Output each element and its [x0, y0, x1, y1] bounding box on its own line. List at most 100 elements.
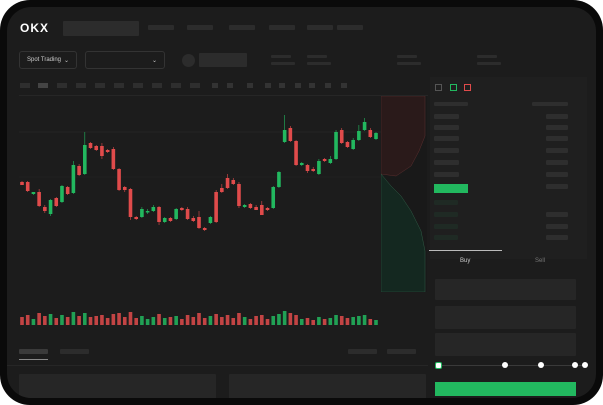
orderbook-header: [434, 102, 468, 106]
stat-label: [271, 55, 291, 58]
volume-bar: [277, 314, 281, 325]
volume-bar: [117, 313, 121, 325]
candle-body: [168, 218, 173, 221]
volume-bar: [294, 315, 298, 325]
drawing-tool-icon[interactable]: [309, 83, 315, 88]
volume-bar: [128, 312, 133, 325]
leverage-slider[interactable]: [439, 365, 587, 366]
filter-button[interactable]: [348, 349, 377, 354]
price-input[interactable]: [435, 279, 576, 300]
ask-row-price: [434, 114, 459, 119]
volume-bar: [197, 313, 201, 325]
card: [229, 374, 426, 398]
timeframe-button[interactable]: [114, 83, 124, 88]
bid-row-price: [434, 235, 458, 240]
slider-stop[interactable]: [582, 362, 588, 368]
buy-tab[interactable]: Buy: [460, 258, 471, 264]
drawing-tool-icon[interactable]: [325, 83, 331, 88]
volume-bar: [305, 318, 310, 325]
stat-label: [477, 55, 497, 58]
volume-bar: [71, 312, 76, 325]
chevron-down-icon: ⌄: [63, 57, 69, 64]
timeframe-button[interactable]: [190, 83, 200, 88]
tab-order-history[interactable]: [60, 349, 89, 354]
volume-bar: [282, 311, 287, 325]
nav-item[interactable]: [269, 25, 295, 30]
candle-body: [134, 217, 138, 219]
volume-bar: [260, 315, 264, 325]
bid-row-size: [546, 235, 568, 240]
volume-bar: [351, 317, 355, 325]
timeframe-button[interactable]: [38, 83, 48, 88]
slider-handle[interactable]: [435, 362, 442, 369]
drawing-tool-icon[interactable]: [341, 83, 347, 88]
tab-open-orders[interactable]: [19, 349, 48, 354]
candle-body: [202, 228, 207, 230]
timeframe-button[interactable]: [95, 83, 105, 88]
timeframe-button[interactable]: [133, 83, 143, 88]
candle-body: [151, 207, 156, 211]
pair-selector[interactable]: ⌄: [85, 51, 165, 69]
candle-body: [20, 182, 24, 185]
buy-button[interactable]: [435, 382, 576, 396]
filter-button[interactable]: [387, 349, 416, 354]
drawing-tool-icon[interactable]: [265, 83, 271, 88]
drawing-tool-icon[interactable]: [227, 83, 233, 88]
volume-bar: [180, 319, 184, 325]
drawing-tool-icon[interactable]: [212, 83, 218, 88]
volume-bar: [162, 318, 167, 325]
bid-row-price: [434, 212, 458, 217]
slider-stop[interactable]: [538, 362, 544, 368]
candle-body: [357, 131, 361, 140]
candle-body: [220, 188, 224, 192]
candle-body: [162, 218, 167, 222]
timeframe-button[interactable]: [152, 83, 162, 88]
search-bar[interactable]: [63, 21, 139, 36]
candle-body: [317, 161, 321, 174]
volume-bar: [237, 313, 241, 325]
volume-bar: [60, 315, 64, 325]
stat-value: [397, 62, 421, 65]
nav-item[interactable]: [337, 25, 363, 30]
timeframe-button[interactable]: [20, 83, 30, 88]
orderbook-bids-icon[interactable]: [450, 84, 457, 91]
timeframe-button[interactable]: [171, 83, 181, 88]
volume-bar: [37, 313, 41, 325]
ask-row-price: [434, 148, 459, 153]
candle-body: [271, 187, 276, 208]
volume-bar: [299, 319, 304, 325]
stat-label: [307, 55, 327, 58]
slider-stop[interactable]: [572, 362, 578, 368]
candle-body: [277, 172, 281, 187]
candle-body: [260, 205, 264, 215]
market-selector[interactable]: Spot Trading ⌄: [19, 51, 77, 69]
candle-body: [54, 198, 59, 206]
candle-body: [43, 207, 47, 211]
candle-body: [88, 143, 93, 148]
timeframe-button[interactable]: [57, 83, 67, 88]
ask-row-price: [434, 160, 459, 165]
timeframe-button[interactable]: [76, 83, 86, 88]
nav-item[interactable]: [307, 25, 333, 30]
candle-body: [197, 217, 201, 228]
candle-body: [128, 189, 133, 217]
pair-icon: [182, 54, 195, 67]
drawing-tool-icon[interactable]: [295, 83, 301, 88]
volume-bar: [322, 319, 327, 325]
amount-input[interactable]: [435, 306, 576, 329]
slider-stop[interactable]: [502, 362, 508, 368]
candle-body: [351, 140, 355, 149]
drawing-tool-icon[interactable]: [279, 83, 285, 88]
nav-item[interactable]: [187, 25, 213, 30]
volume-bar: [94, 316, 99, 325]
candle-body: [25, 182, 30, 191]
orderbook-asks-icon[interactable]: [464, 84, 471, 91]
total-input[interactable]: [435, 333, 576, 356]
candle-body: [77, 166, 81, 175]
nav-item[interactable]: [229, 25, 255, 30]
candlestick-chart[interactable]: [7, 7, 596, 398]
orderbook-both-icon[interactable]: [435, 84, 442, 91]
drawing-tool-icon[interactable]: [247, 83, 253, 88]
sell-tab[interactable]: Sell: [535, 258, 546, 264]
nav-item[interactable]: [148, 25, 174, 30]
